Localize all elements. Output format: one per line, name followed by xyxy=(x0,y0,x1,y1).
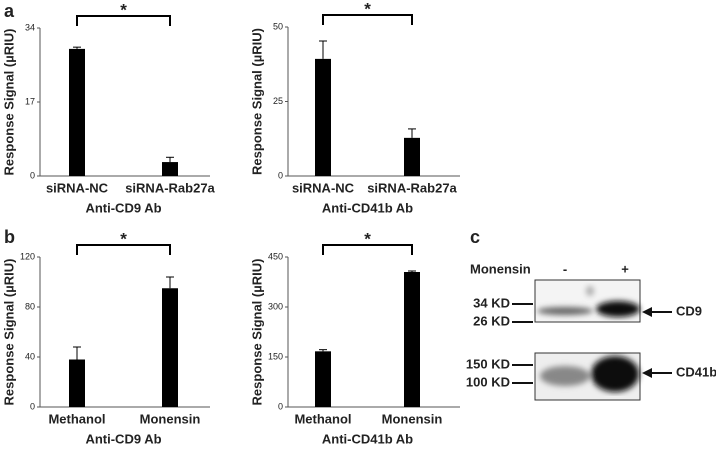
y-tick-label: 120 xyxy=(20,251,35,261)
x-tick-label: Monensin xyxy=(382,411,443,426)
significance-mark: * xyxy=(364,0,371,18)
y-axis-label: Response Signal (µRIU) xyxy=(249,28,264,175)
bar xyxy=(69,359,85,407)
x-tick-label: siRNA-NC xyxy=(46,180,109,195)
y-tick-label: 80 xyxy=(25,301,35,311)
y-axis-label: Response Signal (µRIU) xyxy=(1,259,16,406)
y-axis-label: Response Signal (µRIU) xyxy=(249,259,264,406)
blot-top xyxy=(534,279,641,323)
x-tick-label: Methanol xyxy=(48,411,105,426)
significance-bracket xyxy=(322,14,413,25)
y-tick-label: 25 xyxy=(273,96,283,106)
bar xyxy=(69,48,85,176)
error-bar xyxy=(408,128,416,138)
panel-letter: b xyxy=(4,227,15,247)
lane-label: + xyxy=(621,261,629,276)
significance-bracket xyxy=(76,244,171,255)
y-tick-label: 0 xyxy=(278,401,283,411)
y-tick-label: 0 xyxy=(30,170,35,180)
y-axis-label: Response Signal (µRIU) xyxy=(1,29,16,176)
bar xyxy=(162,288,178,407)
panel-letter: a xyxy=(4,1,15,21)
y-tick-label: 50 xyxy=(273,21,283,31)
y-tick-label: 0 xyxy=(30,401,35,411)
x-tick-label: Methanol xyxy=(294,411,351,426)
blot-bottom xyxy=(534,352,641,401)
x-axis-label: Anti-CD9 Ab xyxy=(85,200,161,215)
x-axis-label: Anti-CD41b Ab xyxy=(322,200,413,215)
y-tick-label: 0 xyxy=(278,170,283,180)
lane-label: - xyxy=(563,261,567,276)
significance-mark: * xyxy=(364,229,371,248)
significance-bracket xyxy=(76,15,171,26)
x-tick-label: Monensin xyxy=(140,411,201,426)
bar xyxy=(162,162,178,176)
y-tick-label: 450 xyxy=(268,251,283,261)
error-bar xyxy=(319,40,327,59)
panel-letter: c xyxy=(470,227,480,247)
bar xyxy=(404,272,420,407)
bar xyxy=(315,58,331,176)
error-bar xyxy=(73,346,81,360)
marker-label: 34 KD xyxy=(473,295,510,310)
x-axis-label: Anti-CD41b Ab xyxy=(322,431,413,446)
marker-label: 26 KD xyxy=(473,313,510,328)
treatment-label: Monensin xyxy=(470,261,531,276)
bar xyxy=(315,351,331,407)
error-bar xyxy=(408,270,416,272)
y-tick-label: 40 xyxy=(25,351,35,361)
y-tick-label: 300 xyxy=(268,301,283,311)
error-bar xyxy=(73,46,81,49)
marker-label: 150 KD xyxy=(466,356,510,371)
significance-bracket xyxy=(322,244,413,255)
error-bar xyxy=(319,349,327,352)
significance-mark: * xyxy=(120,229,127,248)
bar xyxy=(404,137,420,176)
x-tick-label: siRNA-NC xyxy=(292,180,355,195)
target-label: CD9 xyxy=(676,303,702,318)
error-bar xyxy=(166,276,174,289)
y-tick-label: 150 xyxy=(268,351,283,361)
y-tick-label: 17 xyxy=(25,96,35,106)
x-tick-label: siRNA-Rab27a xyxy=(367,180,457,195)
significance-mark: * xyxy=(120,0,127,19)
x-axis-label: Anti-CD9 Ab xyxy=(85,431,161,446)
marker-label: 100 KD xyxy=(466,374,510,389)
arrowheads xyxy=(642,307,652,378)
y-tick-label: 34 xyxy=(25,22,35,32)
x-tick-label: siRNA-Rab27a xyxy=(125,180,215,195)
target-label: CD41b xyxy=(676,364,716,379)
error-bar xyxy=(166,156,174,163)
